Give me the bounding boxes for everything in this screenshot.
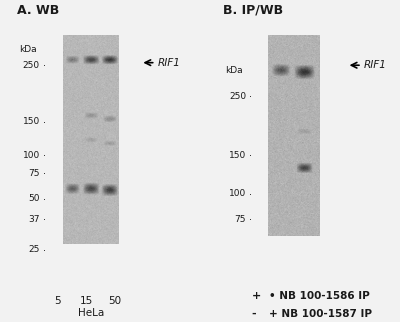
FancyBboxPatch shape (75, 292, 98, 310)
Text: RIF1: RIF1 (364, 60, 387, 70)
FancyBboxPatch shape (104, 292, 126, 310)
Text: kDa: kDa (225, 66, 243, 75)
Text: 5: 5 (54, 296, 61, 306)
Text: 50: 50 (28, 194, 40, 203)
FancyBboxPatch shape (46, 292, 69, 310)
Text: HeLa: HeLa (78, 308, 104, 318)
Text: • NB 100-1586 IP: • NB 100-1586 IP (269, 291, 370, 301)
Text: 37: 37 (28, 215, 40, 224)
Text: 150: 150 (22, 117, 40, 126)
Text: 150: 150 (229, 151, 246, 159)
Text: 250: 250 (229, 91, 246, 100)
Text: 100: 100 (229, 189, 246, 198)
Text: -: - (252, 309, 260, 319)
Text: 250: 250 (23, 61, 40, 70)
FancyBboxPatch shape (46, 309, 137, 316)
Text: B. IP/WB: B. IP/WB (223, 4, 284, 17)
Text: RIF1: RIF1 (158, 58, 180, 68)
Text: kDa: kDa (19, 45, 36, 54)
Text: 75: 75 (234, 215, 246, 224)
Text: +: + (252, 291, 265, 301)
Text: A. WB: A. WB (17, 4, 59, 17)
Text: + NB 100-1587 IP: + NB 100-1587 IP (269, 309, 372, 319)
Text: 100: 100 (22, 151, 40, 159)
Text: 50: 50 (108, 296, 121, 306)
Text: 75: 75 (28, 168, 40, 177)
Text: 25: 25 (28, 245, 40, 254)
Text: 15: 15 (80, 296, 93, 306)
